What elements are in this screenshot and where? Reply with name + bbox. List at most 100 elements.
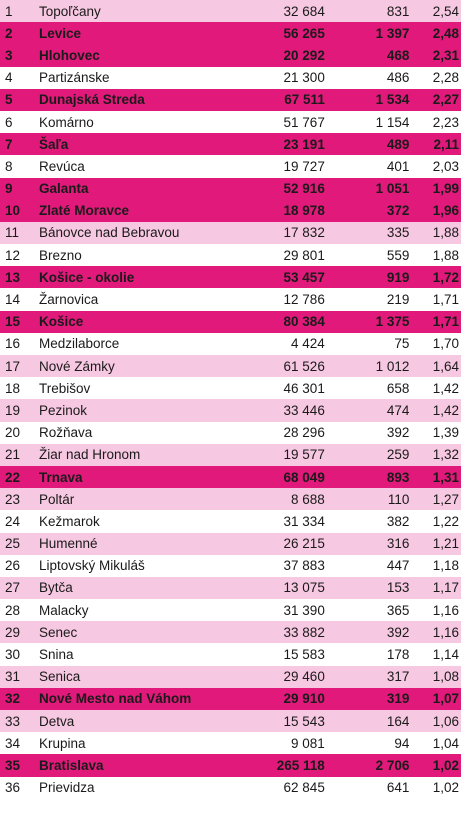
district-name-cell: Nové Zámky bbox=[39, 358, 115, 374]
count-cell: 1 375 bbox=[375, 314, 410, 330]
rank-cell: 14 bbox=[5, 292, 21, 308]
count-cell: 831 bbox=[386, 3, 410, 19]
count-cell: 382 bbox=[386, 513, 410, 529]
rank-cell: 34 bbox=[5, 735, 21, 751]
rank-cell: 22 bbox=[5, 469, 21, 485]
district-ranking-table: 1 Topoľčany 32 684 831 2,54 2 Levice 56 … bbox=[0, 0, 461, 799]
rate-cell: 1,42 bbox=[432, 402, 459, 418]
district-name-cell: Rožňava bbox=[39, 425, 93, 441]
rank-cell: 7 bbox=[5, 136, 13, 152]
district-name-cell: Košice - okolie bbox=[39, 269, 135, 285]
district-name-cell: Senec bbox=[39, 624, 78, 640]
rate-cell: 1,96 bbox=[432, 203, 459, 219]
count-cell: 641 bbox=[386, 780, 410, 796]
rank-cell: 8 bbox=[5, 158, 13, 174]
table-row: 19 Pezinok 33 446 474 1,42 bbox=[0, 399, 461, 422]
count-cell: 447 bbox=[386, 558, 410, 574]
district-name-cell: Levice bbox=[39, 25, 82, 41]
table-row: 36 Prievidza 62 845 641 1,02 bbox=[0, 776, 461, 799]
rate-cell: 2,48 bbox=[432, 25, 459, 41]
rate-cell: 1,71 bbox=[432, 314, 459, 330]
count-cell: 919 bbox=[386, 269, 410, 285]
count-cell: 75 bbox=[394, 336, 410, 352]
table-row: 4 Partizánske 21 300 486 2,28 bbox=[0, 66, 461, 89]
count-cell: 94 bbox=[394, 735, 410, 751]
population-cell: 37 883 bbox=[283, 558, 325, 574]
count-cell: 2 706 bbox=[375, 757, 410, 773]
population-cell: 33 446 bbox=[283, 402, 325, 418]
table-row: 23 Poltár 8 688 110 1,27 bbox=[0, 488, 461, 511]
population-cell: 46 301 bbox=[283, 380, 325, 396]
rank-cell: 11 bbox=[5, 225, 20, 241]
count-cell: 316 bbox=[386, 536, 410, 552]
rate-cell: 2,27 bbox=[432, 92, 459, 108]
rate-cell: 1,71 bbox=[432, 292, 459, 308]
district-name-cell: Prievidza bbox=[39, 780, 95, 796]
table-row: 5 Dunajská Streda 67 511 1 534 2,27 bbox=[0, 88, 461, 111]
count-cell: 219 bbox=[386, 292, 410, 308]
count-cell: 317 bbox=[386, 669, 410, 685]
population-cell: 19 577 bbox=[283, 447, 325, 463]
rate-cell: 2,11 bbox=[433, 136, 459, 152]
rate-cell: 2,31 bbox=[432, 47, 459, 63]
table-row: 24 Kežmarok 31 334 382 1,22 bbox=[0, 510, 461, 533]
population-cell: 80 384 bbox=[283, 314, 325, 330]
count-cell: 1 154 bbox=[375, 114, 410, 130]
count-cell: 259 bbox=[386, 447, 410, 463]
district-name-cell: Košice bbox=[39, 314, 84, 330]
table-row: 27 Bytča 13 075 153 1,17 bbox=[0, 576, 461, 600]
rank-cell: 15 bbox=[5, 314, 21, 330]
rank-cell: 10 bbox=[5, 203, 21, 219]
population-cell: 13 075 bbox=[283, 580, 325, 596]
district-name-cell: Trnava bbox=[39, 469, 83, 485]
count-cell: 1 012 bbox=[375, 358, 410, 374]
table-row: 7 Šaľa 23 191 489 2,11 bbox=[0, 133, 461, 156]
table-row: 33 Detva 15 543 164 1,06 bbox=[0, 710, 461, 733]
population-cell: 62 845 bbox=[283, 780, 325, 796]
rank-cell: 35 bbox=[5, 757, 21, 773]
rank-cell: 21 bbox=[5, 447, 21, 463]
table-row: 15 Košice 80 384 1 375 1,71 bbox=[0, 310, 461, 333]
table-row: 14 Žarnovica 12 786 219 1,71 bbox=[0, 288, 461, 311]
table-row: 31 Senica 29 460 317 1,08 bbox=[0, 665, 461, 688]
table-row: 32 Nové Mesto nad Váhom 29 910 319 1,07 bbox=[0, 687, 461, 710]
rate-cell: 2,23 bbox=[432, 114, 459, 130]
district-name-cell: Brezno bbox=[39, 247, 82, 263]
rate-cell: 2,03 bbox=[432, 158, 459, 174]
district-name-cell: Snina bbox=[39, 647, 74, 663]
population-cell: 29 801 bbox=[283, 247, 325, 263]
population-cell: 29 910 bbox=[283, 691, 325, 707]
rate-cell: 1,21 bbox=[432, 536, 459, 552]
rank-cell: 26 bbox=[5, 558, 21, 574]
count-cell: 153 bbox=[386, 580, 410, 596]
population-cell: 61 526 bbox=[283, 358, 325, 374]
count-cell: 1 534 bbox=[375, 92, 410, 108]
rank-cell: 13 bbox=[5, 269, 21, 285]
district-name-cell: Pezinok bbox=[39, 402, 88, 418]
rank-cell: 31 bbox=[5, 669, 21, 685]
count-cell: 893 bbox=[386, 469, 410, 485]
rate-cell: 1,88 bbox=[432, 247, 459, 263]
table-row: 30 Snina 15 583 178 1,14 bbox=[0, 643, 461, 666]
district-name-cell: Krupina bbox=[39, 735, 86, 751]
rank-cell: 17 bbox=[5, 358, 21, 374]
district-name-cell: Bratislava bbox=[39, 757, 104, 773]
population-cell: 52 916 bbox=[283, 181, 325, 197]
population-cell: 8 688 bbox=[291, 491, 325, 507]
rate-cell: 1,72 bbox=[432, 269, 459, 285]
population-cell: 18 978 bbox=[283, 203, 325, 219]
rate-cell: 1,18 bbox=[432, 558, 459, 574]
count-cell: 164 bbox=[386, 713, 410, 729]
table-row: 8 Revúca 19 727 401 2,03 bbox=[0, 155, 461, 178]
district-name-cell: Kežmarok bbox=[39, 513, 100, 529]
district-name-cell: Malacky bbox=[39, 602, 89, 618]
table-row: 29 Senec 33 882 392 1,16 bbox=[0, 621, 461, 644]
count-cell: 335 bbox=[386, 225, 410, 241]
table-row: 21 Žiar nad Hronom 19 577 259 1,32 bbox=[0, 443, 461, 466]
count-cell: 1 397 bbox=[375, 25, 410, 41]
rank-cell: 29 bbox=[5, 624, 21, 640]
table-row: 22 Trnava 68 049 893 1,31 bbox=[0, 465, 461, 489]
rank-cell: 2 bbox=[5, 25, 13, 41]
table-row: 20 Rožňava 28 296 392 1,39 bbox=[0, 421, 461, 444]
rank-cell: 28 bbox=[5, 602, 21, 618]
